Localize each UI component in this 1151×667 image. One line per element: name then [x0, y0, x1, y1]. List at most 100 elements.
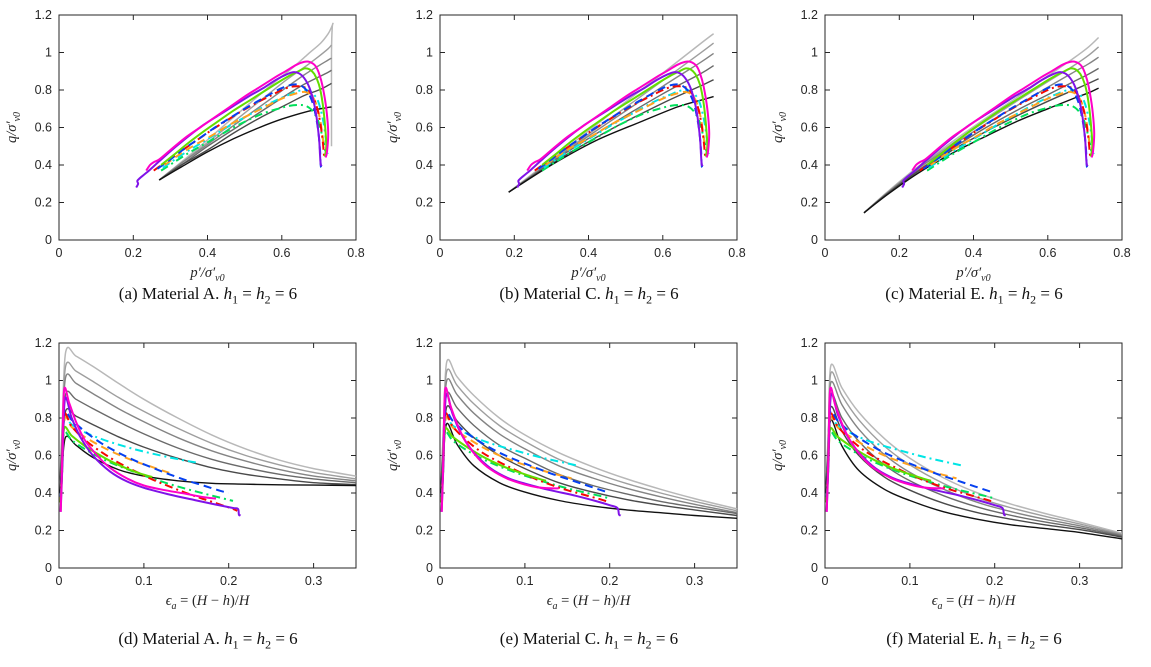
y-axis-label: q/σ′v0 — [770, 112, 789, 143]
x-tick-label: 0.1 — [901, 574, 918, 588]
y-tick-label: 1.2 — [416, 336, 433, 350]
curve-purple-solid — [901, 71, 1089, 188]
caption-d: (d) Material A. h1 = h2 = 6 — [40, 629, 376, 652]
series-group — [508, 33, 715, 193]
y-tick-label: 1.2 — [801, 8, 818, 22]
y-tick-label: 0.6 — [801, 449, 818, 463]
text-part: 2 — [265, 637, 272, 652]
text-part: (f) Material E. — [886, 629, 989, 648]
y-tick-label: 0.6 — [416, 449, 433, 463]
x-tick-label: 0.1 — [135, 574, 152, 588]
curve-green-dashdot — [541, 104, 708, 172]
x-tick-label: 0.6 — [1039, 246, 1056, 260]
x-tick-label: 0 — [56, 574, 63, 588]
x-axis-label: p′/σ′v0 — [955, 265, 990, 284]
curve-gray-1 — [59, 346, 357, 490]
x-tick-label: 0 — [822, 246, 829, 260]
x-tick-label: 0.8 — [347, 246, 364, 260]
axes-frame — [439, 342, 738, 569]
plot-canvas-e: 0 0.1 0.2 0.3 0 0.2 0.4 0.6 0.8 1 1.2 ϵa = (H − h)/… — [385, 336, 738, 612]
curve-red-dashdot — [59, 412, 238, 512]
y-tick-label: 0 — [45, 561, 52, 575]
text-part: = — [619, 629, 638, 648]
y-tick-label: 1.2 — [35, 336, 52, 350]
curve-gray-5 — [59, 407, 357, 490]
text-part: h — [989, 284, 998, 303]
curve-gray-5 — [440, 405, 738, 517]
x-axis-label: ϵa = (H − h)/H — [932, 593, 1017, 612]
series-group — [59, 346, 357, 517]
curve-magenta-solid — [440, 386, 559, 512]
curve-orange-dashed — [825, 415, 957, 499]
curve-gray-1 — [440, 358, 738, 510]
text-part: = — [238, 629, 257, 648]
y-tick-label: 0.8 — [801, 411, 818, 425]
text-part: h — [605, 284, 614, 303]
curve-orange-dashed — [59, 415, 174, 499]
caption-b: (b) Material C. h1 = h2 = 6 — [421, 284, 757, 307]
text-part: = 6 — [1036, 284, 1063, 303]
y-tick-label: 0.6 — [416, 121, 433, 135]
x-tick-label: 0.1 — [516, 574, 533, 588]
curve-gray-6 — [440, 422, 738, 519]
axes-frame — [824, 342, 1123, 569]
y-axis-label: q/σ′v0 — [4, 112, 23, 143]
text-part: (a) Material A. — [118, 284, 224, 303]
x-tick-label: 0 — [56, 246, 63, 260]
x-tick-label: 0.2 — [601, 574, 618, 588]
curve-red-dashdot — [440, 412, 611, 504]
x-tick-label: 0 — [437, 246, 444, 260]
subplot-d: 0 0.1 0.2 0.3 0 0.2 0.4 0.6 0.8 1 1.2 ϵa = (H − h)/… — [0, 330, 385, 651]
curve-gray-6 — [863, 87, 1099, 214]
curve-purple-solid — [135, 71, 323, 188]
curve-green-dashdot — [440, 430, 610, 503]
text-part: = — [238, 284, 257, 303]
y-tick-label: 1.2 — [416, 8, 433, 22]
curve-blue-dashed — [59, 409, 229, 497]
x-tick-label: 0.4 — [199, 246, 216, 260]
y-tick-label: 0.4 — [416, 486, 433, 500]
y-tick-label: 0 — [45, 233, 52, 247]
x-tick-label: 0.8 — [728, 246, 745, 260]
text-part: (b) Material C. — [499, 284, 606, 303]
x-tick-label: 0.2 — [891, 246, 908, 260]
x-axis-label: p′/σ′v0 — [570, 265, 605, 284]
text-part: (d) Material A. — [118, 629, 225, 648]
y-tick-label: 0.2 — [801, 524, 818, 538]
text-part: h — [604, 629, 614, 648]
caption-f: (f) Material E. h1 = h2 = 6 — [806, 629, 1142, 652]
y-tick-label: 1 — [45, 374, 52, 388]
text-part: (c) Material E. — [885, 284, 990, 303]
x-tick-label: 0 — [437, 574, 444, 588]
y-axis-label: q/σ′v0 — [770, 440, 789, 471]
y-tick-label: 1 — [811, 374, 818, 388]
curve-purple-solid — [516, 71, 704, 188]
x-tick-label: 0.3 — [305, 574, 322, 588]
text-part: = — [1002, 629, 1021, 648]
text-part: h — [637, 629, 646, 648]
curve-purple-solid — [59, 396, 242, 517]
x-tick-label: 0.8 — [1113, 246, 1130, 260]
text-part: = 6 — [1035, 629, 1062, 648]
curve-gray-1 — [508, 33, 715, 193]
y-tick-label: 0.8 — [801, 83, 818, 97]
y-tick-label: 0.2 — [35, 196, 52, 210]
text-part: 1 — [613, 637, 620, 652]
curve-lime-solid — [541, 67, 709, 166]
caption-c: (c) Material E. h1 = h2 = 6 — [806, 284, 1142, 307]
curve-gray-1 — [158, 22, 334, 181]
curve-gray-6 — [508, 95, 714, 193]
text-part: (e) Material C. — [499, 629, 605, 648]
text-part: = 6 — [271, 629, 298, 648]
curve-magenta-solid — [526, 60, 711, 172]
y-tick-label: 0.6 — [801, 121, 818, 135]
curve-gray-4 — [863, 67, 1099, 214]
curve-magenta-solid — [825, 386, 944, 512]
y-tick-label: 0.6 — [35, 449, 52, 463]
plot-canvas-c: 0 0.2 0.4 0.6 0.8 0 0.2 0.4 0.6 0.8 1 1.2 p′/σ′v0 q/σ… — [770, 8, 1131, 284]
curve-green-dashdot — [825, 430, 995, 503]
curve-gray-2 — [440, 368, 738, 512]
text-part: 2 — [1029, 637, 1036, 652]
curve-gray-3 — [158, 57, 332, 181]
y-tick-label: 1 — [426, 46, 433, 60]
